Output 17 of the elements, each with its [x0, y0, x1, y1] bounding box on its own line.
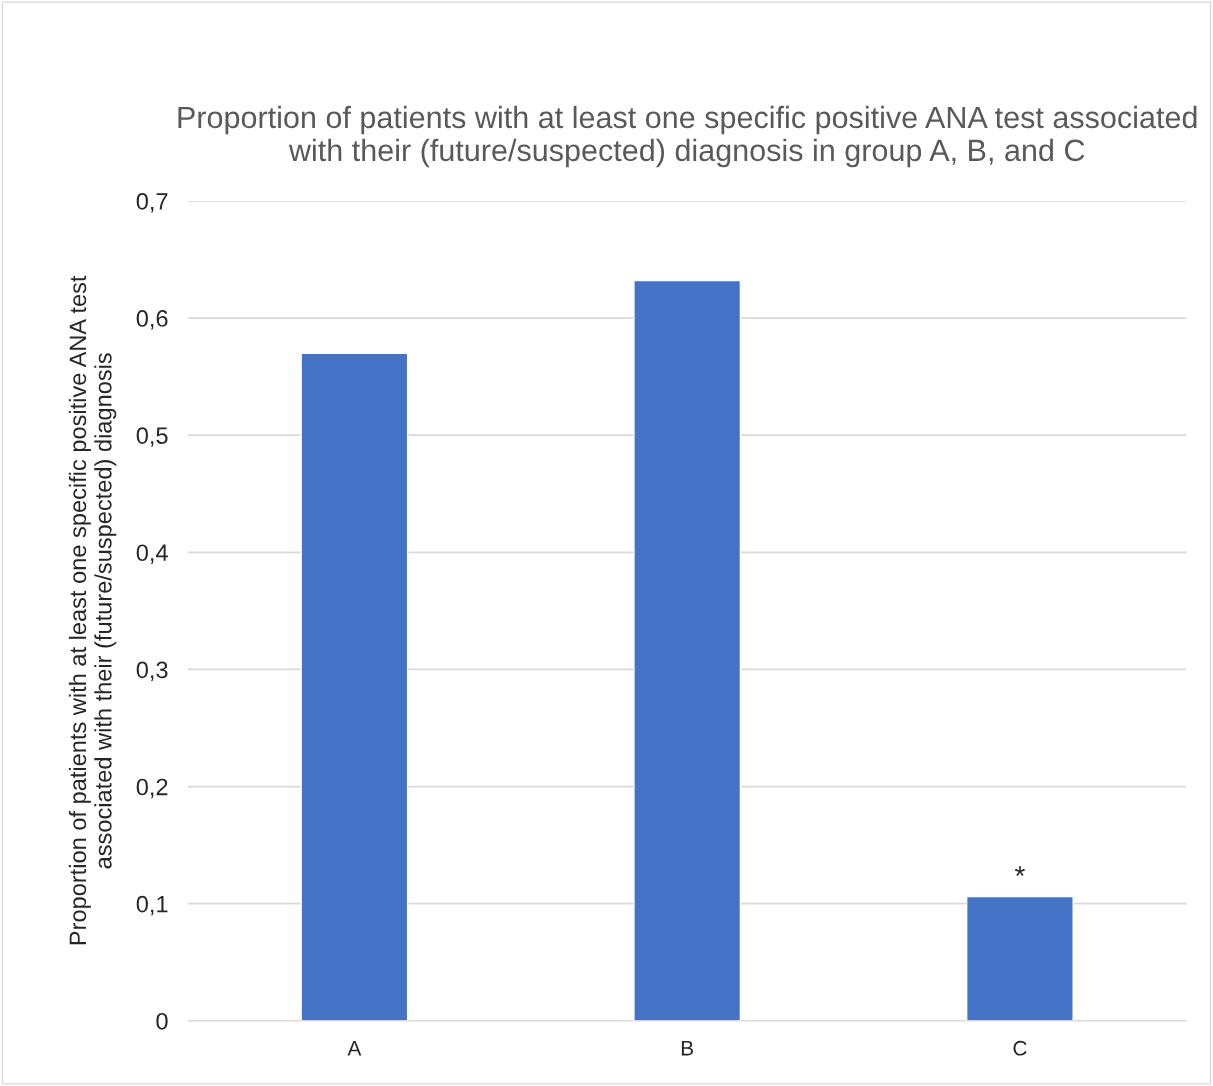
- y-tick-label: 0,4: [136, 544, 168, 564]
- annotation: *: [1014, 866, 1025, 876]
- chart-title: Proportion of patients with at least one specific positive ANA test associated with their (future/suspected) diagnosis in group A, B, and C: [178, 105, 1197, 168]
- y-tick-label: 0,2: [136, 778, 168, 799]
- y-tick-label: 0,3: [136, 661, 168, 682]
- y-tick-label: 0,1: [136, 895, 168, 916]
- bar: [633, 279, 742, 1021]
- bar: [300, 352, 409, 1021]
- y-axis-title: Proportion of patients with at least one specific positive ANA test associated with their (future/suspected) diagnosis: [68, 275, 117, 945]
- y-tick-label: 0: [156, 1012, 168, 1030]
- y-tick-label: 0,6: [136, 310, 168, 330]
- y-tick-label: 0,5: [136, 427, 168, 447]
- x-tick-label: A: [347, 1041, 362, 1056]
- y-tick-label: 0,7: [136, 192, 168, 213]
- bar: [965, 895, 1074, 1021]
- x-tick-label: B: [681, 1041, 694, 1056]
- x-tick-label: C: [1013, 1040, 1027, 1056]
